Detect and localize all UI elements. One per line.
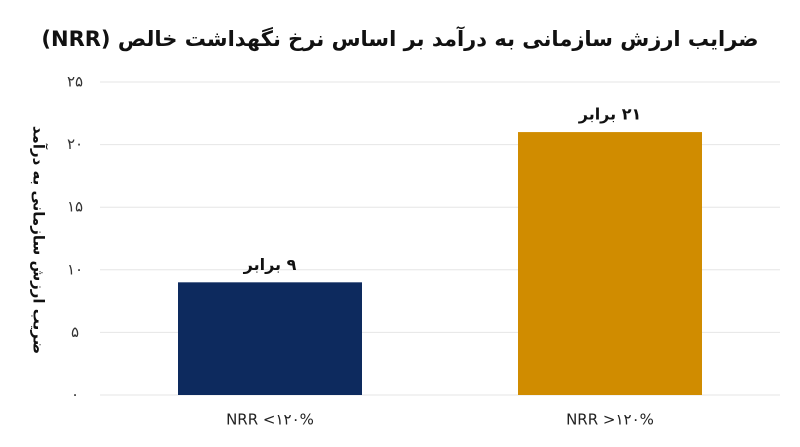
x-tick-label: NRR <۱۲۰% xyxy=(226,411,314,429)
y-tick-label: ۰ xyxy=(71,386,79,404)
bar xyxy=(178,282,362,395)
y-tick-label: ۵ xyxy=(71,323,79,341)
chart-title: ضرایب ارزش سازمانی به درآمد بر اساس نرخ … xyxy=(41,26,758,51)
x-tick-label: NRR >۱۲۰% xyxy=(566,411,654,429)
bar xyxy=(518,132,702,395)
value-label: ۲۱ برابر xyxy=(578,105,642,124)
y-tick-label: ۲۵ xyxy=(67,73,83,91)
y-tick-label: ۲۰ xyxy=(67,135,83,153)
value-label: ۹ برابر xyxy=(243,255,297,274)
y-tick-label: ۱۵ xyxy=(67,198,83,216)
y-axis-label: ضریب ارزش سازمانی به درآمد xyxy=(30,126,48,354)
y-tick-label: ۱۰ xyxy=(67,260,83,278)
